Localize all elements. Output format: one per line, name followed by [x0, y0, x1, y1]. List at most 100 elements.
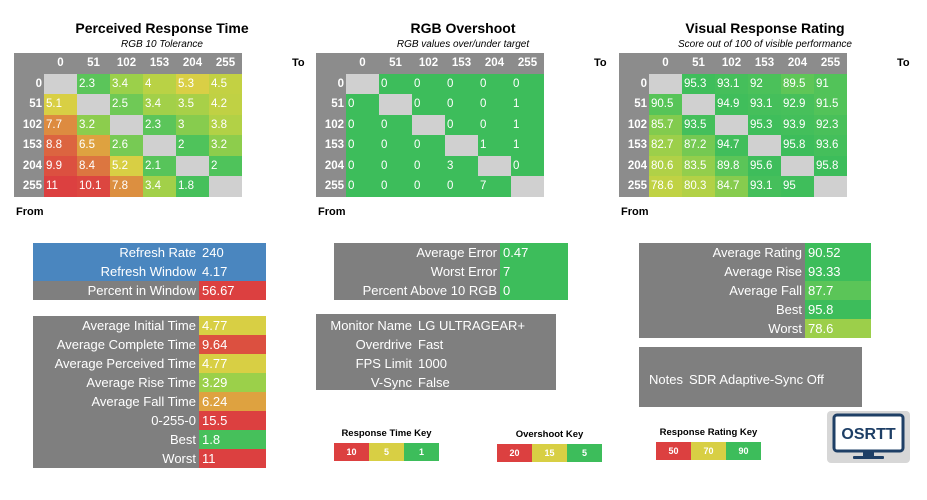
stat-value: 240 [199, 243, 266, 262]
stat-label: Worst [162, 451, 196, 466]
grid-cell: 80.6 [649, 155, 682, 176]
stat-label: Percent in Window [87, 283, 196, 298]
stat-value: 0.47 [500, 243, 568, 262]
stat-row: Average Rise 93.33 [639, 262, 871, 281]
row-header: 51 [316, 94, 346, 115]
row-header: 102 [619, 114, 649, 135]
grid-cell: 90.5 [649, 94, 682, 115]
grid-cell: 2 [176, 135, 209, 156]
stat-row: Worst 78.6 [639, 319, 871, 338]
row-header: 0 [619, 73, 649, 94]
grid-cell: 3.4 [110, 73, 143, 94]
grid-cell: 95.3 [682, 73, 715, 94]
row-header: 0 [14, 73, 44, 94]
grid-cell: 0 [445, 73, 478, 94]
row-header: 153 [619, 135, 649, 156]
overshoot-stats-panel: Average Error 0.47 Worst Error 7 Percent Abo… [334, 243, 568, 300]
rating-stats-panel: Average Rating 90.52 Average Rise 93.33 Aver… [639, 243, 871, 338]
osrtt-logo: OSRTT [827, 411, 910, 463]
grid-cell: 93.1 [748, 94, 781, 115]
stat-label: Average Complete Time [56, 337, 196, 352]
row-header: 255 [316, 176, 346, 197]
grid-cell: 3.2 [77, 114, 110, 135]
grid-cell [814, 176, 847, 197]
grid-cell: 2.3 [143, 114, 176, 135]
stat-label: Average Fall Time [91, 394, 196, 409]
grid-cell: 0 [478, 94, 511, 115]
grid-cell [715, 114, 748, 135]
grid-cell: 0 [379, 176, 412, 197]
grid-cell: 0 [478, 114, 511, 135]
stat-row: Percent in Window 56.67 [33, 281, 266, 300]
stat-row: Refresh Rate 240 [33, 243, 266, 262]
grid-cell: 0 [478, 73, 511, 94]
to-label: To [897, 57, 910, 69]
grid-cell: 93.9 [781, 114, 814, 135]
key-swatch: 10 [334, 443, 369, 461]
key-swatch: 50 [656, 442, 691, 460]
grid-cell: 0 [412, 135, 445, 156]
overdrive-value: Fast [418, 337, 444, 352]
monitor-name-row: Monitor Name LG ULTRAGEAR+ [316, 316, 556, 335]
grid-cell [511, 176, 544, 197]
stat-label: Worst Error [430, 264, 497, 279]
grid-cell: 7.7 [44, 114, 77, 135]
fps-limit-value: 1000 [418, 356, 447, 371]
grid-cell: 87.2 [682, 135, 715, 156]
grid-cell: 0 [379, 114, 412, 135]
grid-cell: 0 [412, 155, 445, 176]
key-title: Overshoot Key [515, 429, 584, 440]
column-header: 102 [412, 53, 445, 74]
column-header: 153 [445, 53, 478, 74]
grid-subtitle: RGB values over/under target [396, 39, 530, 50]
grid-cell: 93.6 [814, 135, 847, 156]
grid-cell: 0 [511, 155, 544, 176]
grid-cell: 95.3 [748, 114, 781, 135]
column-header: 204 [781, 53, 814, 74]
stat-row: Average Fall Time 6.24 [33, 392, 266, 411]
grid-cell: 0 [445, 94, 478, 115]
to-label: To [594, 57, 607, 69]
stat-value: 1.8 [199, 430, 266, 449]
grid-subtitle: Score out of 100 of visible performance [678, 39, 852, 50]
grid-cell: 2.1 [143, 155, 176, 176]
grid-cell: 93.1 [748, 176, 781, 197]
grid-cell [176, 155, 209, 176]
stat-label: 0-255-0 [151, 413, 196, 428]
key-swatch: 1 [404, 443, 439, 461]
grid-cell: 0 [412, 94, 445, 115]
grid-cell: 0 [412, 176, 445, 197]
grid-cell: 2.3 [77, 73, 110, 94]
grid-cell [781, 155, 814, 176]
stat-label: Refresh Window [100, 264, 196, 279]
grid-cell: 0 [445, 176, 478, 197]
grid-cell: 0 [445, 114, 478, 135]
row-header: 204 [316, 155, 346, 176]
monitor-name-value: LG ULTRAGEAR+ [418, 318, 526, 333]
stat-row: Worst Error 7 [334, 262, 568, 281]
grid-cell: 0 [412, 73, 445, 94]
stat-value: 56.67 [199, 281, 266, 300]
grid-cell: 2.5 [110, 94, 143, 115]
stat-row: Best 95.8 [639, 300, 871, 319]
grid-cell [478, 155, 511, 176]
stat-row: Worst 11 [33, 449, 266, 468]
grid-cell: 91.5 [814, 94, 847, 115]
grid-cell: 1 [511, 114, 544, 135]
row-header: 0 [316, 73, 346, 94]
stat-row: Best 1.8 [33, 430, 266, 449]
grid-cell: 3 [176, 114, 209, 135]
grid-subtitle: RGB 10 Tolerance [121, 39, 203, 50]
grid-cell: 93.5 [682, 114, 715, 135]
grid-cell [77, 94, 110, 115]
grid-cell: 4.2 [209, 94, 242, 115]
grid-cell: 91 [814, 73, 847, 94]
monitor-name-label: Monitor Name [330, 318, 412, 333]
grid-cell [44, 73, 77, 94]
grid-cell: 1 [511, 135, 544, 156]
grid-cell: 0 [346, 176, 379, 197]
grid-cell: 5.2 [110, 155, 143, 176]
overdrive-label: Overdrive [355, 337, 412, 352]
grid-cell: 0 [346, 135, 379, 156]
column-header: 255 [814, 53, 847, 74]
